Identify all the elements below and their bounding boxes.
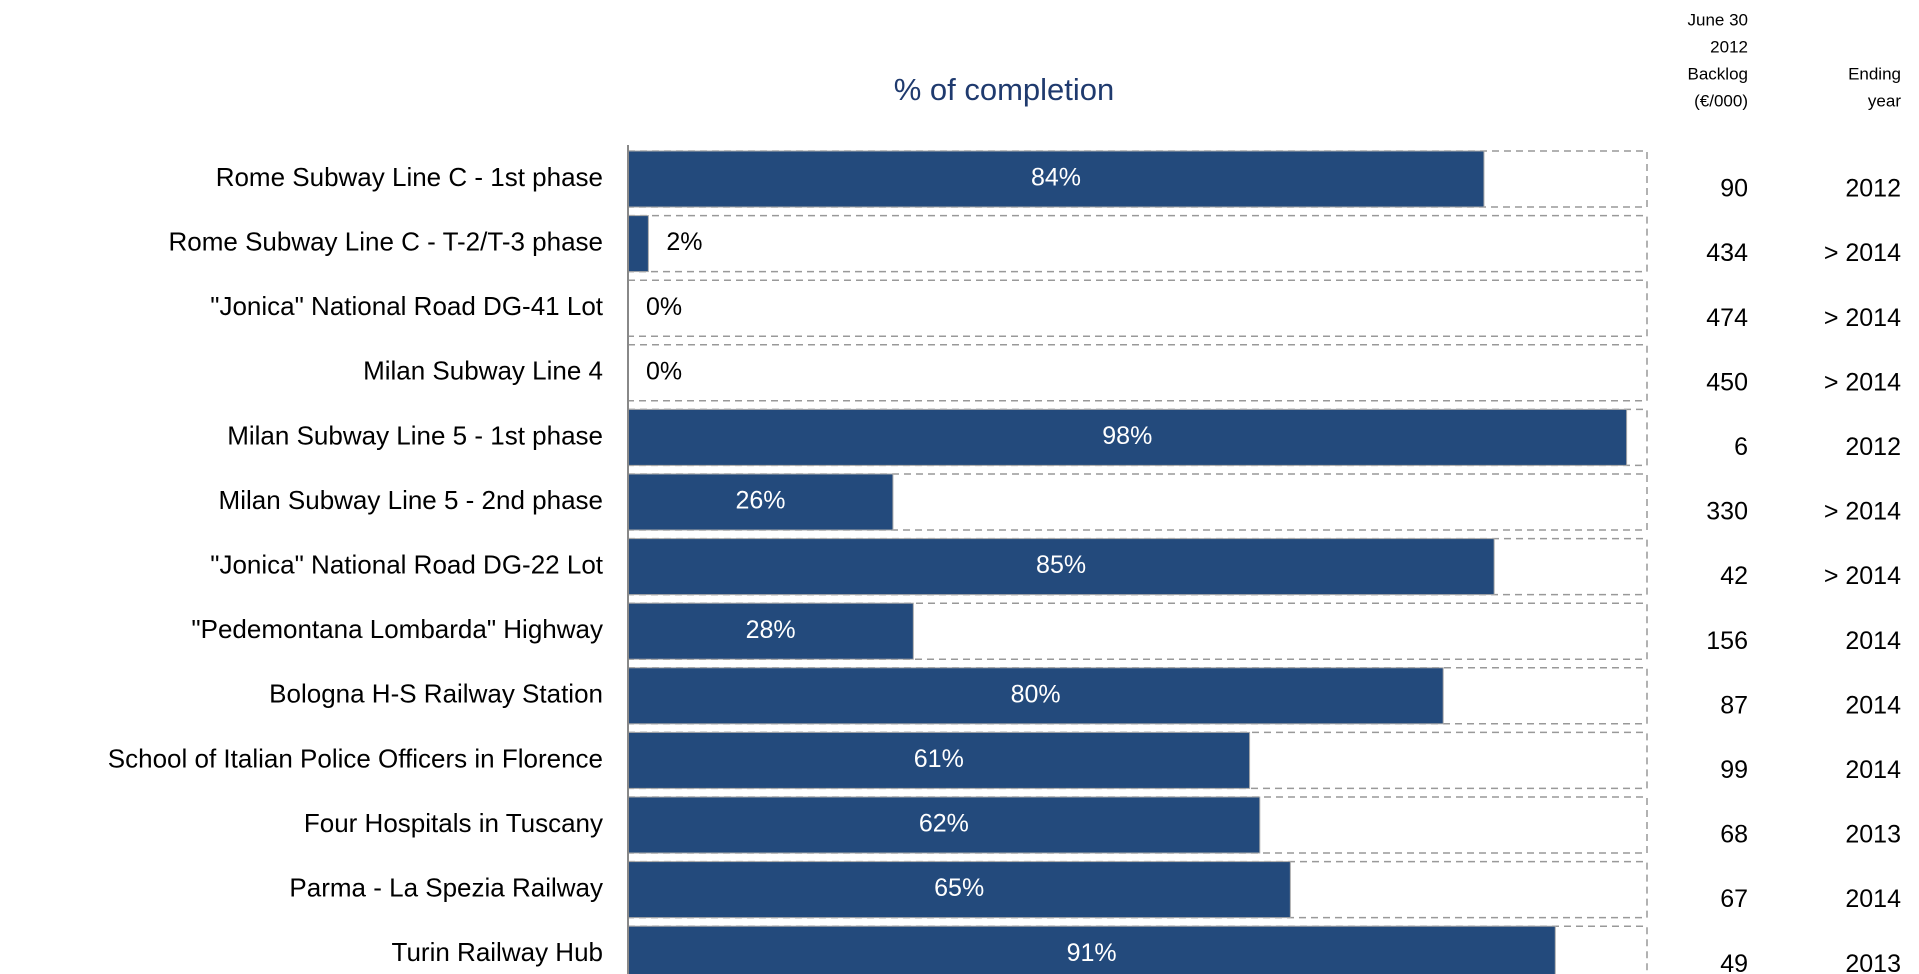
table-cell: 156 [1706,627,1748,655]
column-header: (€/000) [1694,91,1748,110]
data-label: 0% [646,357,682,385]
category-label: Four Hospitals in Tuscany [304,808,603,838]
table-cell: 2014 [1845,756,1901,784]
category-label: Milan Subway Line 5 - 1st phase [227,420,603,450]
category-label: "Jonica" National Road DG-22 Lot [210,549,604,579]
category-label: Rome Subway Line C - 1st phase [216,162,603,192]
table-cell: 99 [1720,756,1748,784]
table-cell: 2014 [1845,885,1901,913]
table-cell: 87 [1720,691,1748,719]
table-cell: 2012 [1845,175,1901,203]
table-cell: > 2014 [1824,498,1901,526]
table-cell: 2014 [1845,691,1901,719]
table-cell: 6 [1734,433,1748,461]
column-header: June 30 [1688,10,1749,29]
category-label: "Jonica" National Road DG-41 Lot [210,291,604,321]
table-cell: 2014 [1845,627,1901,655]
data-label: 91% [1067,939,1117,967]
table-cell: > 2014 [1824,304,1901,332]
bar-track [627,602,1648,660]
data-label: 61% [914,745,964,773]
data-label: 85% [1036,551,1086,579]
table-cell: > 2014 [1824,368,1901,396]
bar [627,215,649,273]
table-cell: > 2014 [1824,239,1901,267]
table-cell: 450 [1706,368,1748,396]
category-label: "Pedemontana Lombarda" Highway [191,614,603,644]
bar [627,150,1485,208]
table-cell: 68 [1720,821,1748,849]
table-cell: 2012 [1845,433,1901,461]
table-cell: 434 [1706,239,1748,267]
bar-track [627,279,1648,337]
bar [627,473,894,531]
category-label: Milan Subway Line 4 [363,356,603,386]
category-label: Parma - La Spezia Railway [289,872,603,902]
bar-track [627,473,1648,531]
bar [627,796,1261,854]
bar [627,408,1628,466]
data-label: 62% [919,810,969,838]
bar [627,667,1444,725]
data-label: 98% [1102,422,1152,450]
data-label: 28% [746,616,796,644]
data-label: 84% [1031,164,1081,192]
table-cell: 2013 [1845,821,1901,849]
bar-track [627,344,1648,402]
column-header: Ending [1848,64,1901,83]
bar [627,602,914,660]
bar [627,538,1495,596]
bar [627,925,1556,974]
table-cell: 42 [1720,562,1748,590]
table-cell: 330 [1706,498,1748,526]
column-header: 2012 [1710,37,1748,56]
category-label: Milan Subway Line 5 - 2nd phase [219,485,603,515]
table-cell: 49 [1720,950,1748,974]
data-label: 80% [1011,680,1061,708]
bar [627,731,1251,789]
category-label: Turin Railway Hub [392,937,603,967]
table-cell: 67 [1720,885,1748,913]
category-label: Rome Subway Line C - T-2/T-3 phase [168,226,603,256]
table-cell: 90 [1720,175,1748,203]
table-cell: > 2014 [1824,562,1901,590]
category-label: Bologna H-S Railway Station [269,679,603,709]
data-label: 0% [646,293,682,321]
data-label: 2% [666,228,702,256]
table-cell: 474 [1706,304,1748,332]
data-label: 26% [735,487,785,515]
chart-title: % of completion [894,72,1115,107]
table-cell: 2013 [1845,950,1901,974]
bar-track [627,214,1648,273]
column-header: Backlog [1688,64,1748,83]
data-label: 65% [934,874,984,902]
column-header: year [1868,91,1901,110]
category-label: School of Italian Police Officers in Flo… [108,743,603,773]
